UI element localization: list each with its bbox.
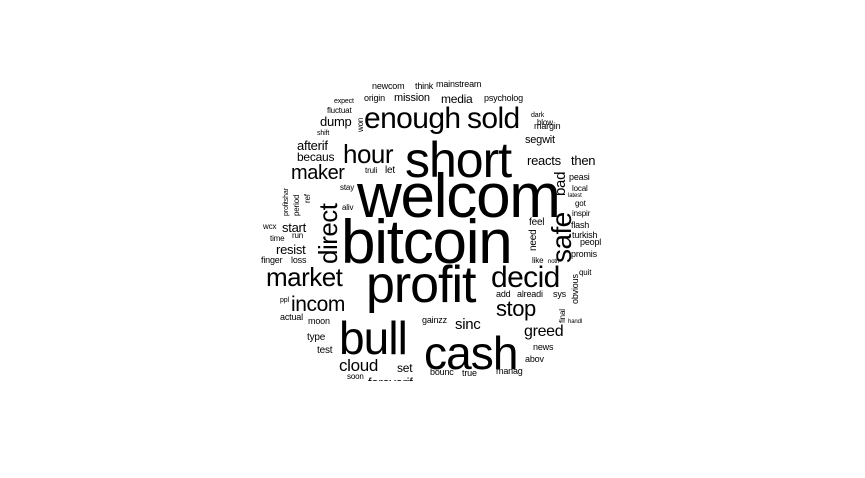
word-actual: actual xyxy=(280,312,303,322)
word-market: market xyxy=(266,262,343,292)
word-then: then xyxy=(571,153,596,168)
word-gainzz: gainzz xyxy=(422,315,447,325)
word-bounc: bounc xyxy=(430,367,454,377)
word-fluctuat: fluctuat xyxy=(327,106,352,115)
word-wcx: wcx xyxy=(263,222,277,231)
word-aliv: aliv xyxy=(342,203,354,212)
word-psycholog: psycholog xyxy=(484,93,523,103)
word-newcom: newcom xyxy=(372,81,405,91)
word-final: final xyxy=(558,309,567,323)
word-obvious: obvious xyxy=(570,274,580,304)
word-abov: abov xyxy=(525,354,544,364)
word-sinc: sinc xyxy=(455,316,481,333)
word-cash: cash xyxy=(424,327,518,379)
word-alreadi: alreadi xyxy=(517,289,543,299)
word-let: let xyxy=(385,165,395,176)
word-media: media xyxy=(441,92,473,106)
word-origin: origin xyxy=(364,93,385,103)
word-promis: promis xyxy=(571,249,597,259)
word-time: time xyxy=(270,234,285,243)
word-welcom: welcom xyxy=(357,162,561,231)
word-news: news xyxy=(533,342,554,352)
word-afterif: afterif xyxy=(297,138,328,153)
word-sold: sold xyxy=(467,102,520,135)
word-stop: stop xyxy=(496,296,536,321)
word-sys: sys xyxy=(553,289,566,299)
word-bitcoin: bitcoin xyxy=(341,208,513,277)
word-local: local xyxy=(572,184,588,193)
word-start: start xyxy=(282,220,306,235)
bottom-mask xyxy=(0,381,865,478)
word-turkish: turkish xyxy=(572,230,598,240)
word-shift: shift xyxy=(317,130,330,137)
word-think: think xyxy=(415,81,434,91)
word-manag: manag xyxy=(496,366,523,376)
word-need: need xyxy=(528,229,539,251)
word-direct: direct xyxy=(313,203,343,264)
word-type: type xyxy=(307,332,326,343)
word-peopl: peopl xyxy=(580,237,602,247)
word-quit: quit xyxy=(579,268,592,277)
word-segwit: segwit xyxy=(525,134,555,146)
word-soon: soon xyxy=(347,372,364,381)
word-short: short xyxy=(405,132,512,188)
word-won: won xyxy=(356,117,365,132)
word-finger: finger xyxy=(261,255,283,265)
word-mainstream: mainstream xyxy=(436,79,482,89)
word-mission: mission xyxy=(394,92,430,104)
word-enough: enough xyxy=(364,102,461,135)
word-margin: margin xyxy=(534,121,561,131)
word-greed: greed xyxy=(524,323,564,340)
word-becaus: becaus xyxy=(297,150,335,164)
word-truli: truli xyxy=(365,166,378,175)
word-bad: bad xyxy=(552,171,569,196)
word-cloud: cloud xyxy=(339,356,378,375)
word-ppl: ppl xyxy=(280,297,289,304)
word-feel: feel xyxy=(529,217,545,228)
word-incom: incom xyxy=(291,293,345,316)
word-expect: expect xyxy=(334,98,354,105)
word-true: true xyxy=(462,368,477,378)
word-moon: moon xyxy=(308,316,330,326)
word-noth: noth xyxy=(548,259,560,265)
word-latest: latest xyxy=(568,193,582,199)
word-dark: dark xyxy=(531,112,545,119)
word-got: got xyxy=(575,199,586,208)
word-hour: hour xyxy=(343,139,393,169)
word-resist: resist xyxy=(276,242,306,257)
word-decid: decid xyxy=(491,261,560,294)
word-inspir: inspir xyxy=(572,209,591,218)
word-set: set xyxy=(397,361,413,375)
word-like: like xyxy=(532,256,544,265)
word-run: run xyxy=(292,231,304,240)
word-loss: loss xyxy=(291,255,307,265)
word-ref: ref xyxy=(303,194,312,203)
word-reacts: reacts xyxy=(527,153,561,168)
word-profit: profit xyxy=(366,256,476,314)
word-blow: blow xyxy=(537,118,553,127)
word-dump: dump xyxy=(320,114,352,129)
word-peasi: peasi xyxy=(569,172,590,182)
word-flash: flash xyxy=(571,220,590,230)
word-period: period xyxy=(292,194,301,216)
word-maker: maker xyxy=(291,162,345,184)
word-handl: handl xyxy=(568,319,583,325)
word-add: add xyxy=(496,289,511,299)
word-test: test xyxy=(317,345,333,356)
word-stay: stay xyxy=(340,183,355,192)
word-profitshar: profitshar xyxy=(283,188,290,216)
word-bull: bull xyxy=(339,312,408,364)
